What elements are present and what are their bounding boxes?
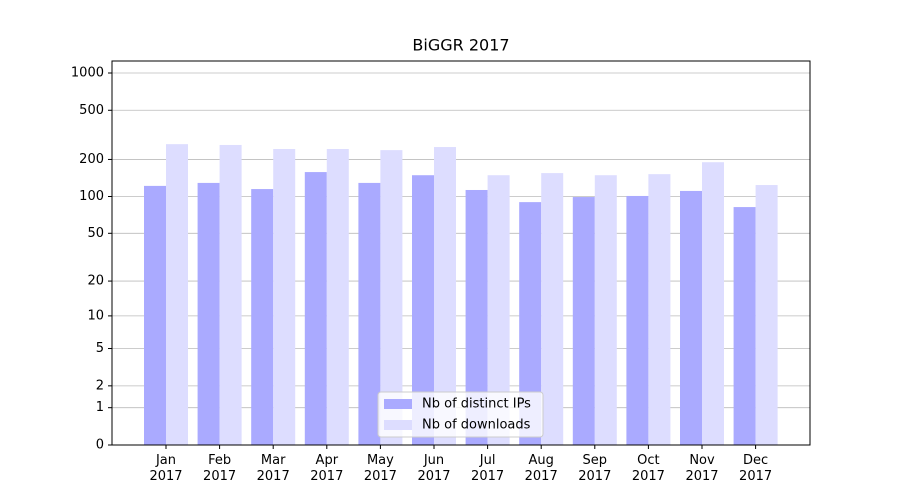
bar xyxy=(197,182,220,445)
x-tick-label: Dec 2017 xyxy=(739,453,773,484)
bar xyxy=(541,173,564,445)
bar xyxy=(648,174,671,446)
bar xyxy=(219,144,242,445)
x-tick-label: Nov 2017 xyxy=(685,453,719,484)
bar xyxy=(680,190,702,445)
bar xyxy=(465,189,488,445)
y-tick-label: 500 xyxy=(79,103,104,118)
bar xyxy=(144,185,166,445)
legend-swatch xyxy=(384,399,412,409)
x-tick-label: Jul 2017 xyxy=(471,453,505,484)
bar xyxy=(594,175,617,445)
bar xyxy=(166,144,188,445)
bar xyxy=(326,149,349,446)
y-tick-label: 100 xyxy=(79,189,104,204)
x-tick-label: Jun 2017 xyxy=(417,453,451,484)
y-tick-label: 1000 xyxy=(71,66,104,81)
y-tick-label: 10 xyxy=(87,308,104,323)
x-tick-label: Oct 2017 xyxy=(631,453,665,484)
y-tick-label: 20 xyxy=(87,274,104,289)
y-tick-label: 200 xyxy=(79,152,104,167)
bar xyxy=(251,189,274,445)
x-tick-label: Apr 2017 xyxy=(310,453,344,484)
legend-box xyxy=(377,391,544,438)
bar xyxy=(702,162,724,445)
y-tick-label: 5 xyxy=(96,341,104,356)
x-tick-label: May 2017 xyxy=(363,453,397,484)
bar xyxy=(487,175,510,445)
x-tick-label: Sep 2017 xyxy=(578,453,612,484)
y-tick-label: 50 xyxy=(87,226,104,241)
x-tick-label: Jan 2017 xyxy=(149,453,183,484)
plot-frame xyxy=(111,60,811,446)
chart-title: BiGGR 2017 xyxy=(412,36,509,55)
bar xyxy=(304,172,327,445)
bar xyxy=(519,202,542,445)
y-tick-label: 2 xyxy=(96,378,104,393)
legend-swatch xyxy=(384,420,412,430)
bar xyxy=(380,150,403,445)
bar xyxy=(273,149,296,446)
y-tick-label: 1 xyxy=(96,400,104,415)
bar xyxy=(733,207,756,445)
bar xyxy=(412,175,434,445)
bar xyxy=(626,195,649,445)
bar xyxy=(358,182,381,445)
legend-label: Nb of distinct IPs xyxy=(422,397,531,412)
x-tick-label: Mar 2017 xyxy=(256,453,290,484)
y-tick-label: 0 xyxy=(96,438,104,453)
bar xyxy=(755,185,778,445)
x-tick-label: Feb 2017 xyxy=(203,453,237,484)
legend-label: Nb of downloads xyxy=(422,418,531,433)
x-tick-label: Aug 2017 xyxy=(524,453,558,484)
bar xyxy=(434,147,456,445)
bar xyxy=(572,197,595,445)
